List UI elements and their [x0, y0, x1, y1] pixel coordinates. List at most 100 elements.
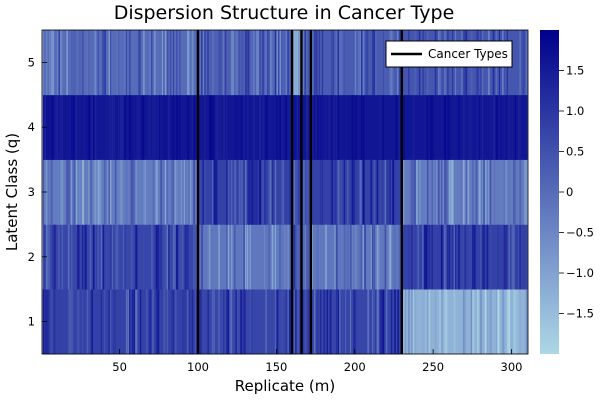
heatmap-stripe	[346, 289, 349, 355]
heatmap-stripe	[229, 159, 231, 225]
heatmap-stripe	[240, 289, 243, 355]
heatmap-stripe	[489, 94, 492, 160]
heatmap-stripe	[133, 159, 136, 225]
heatmap-stripe	[519, 30, 521, 96]
heatmap-stripe	[125, 289, 128, 355]
heatmap-stripe	[97, 30, 99, 96]
heatmap-stripe	[105, 94, 107, 160]
heatmap-stripe	[83, 94, 85, 160]
heatmap-stripe	[108, 289, 110, 355]
heatmap-stripe	[149, 94, 151, 160]
heatmap-stripe	[514, 159, 517, 225]
y-tick-label: 3	[28, 185, 35, 199]
heatmap-stripe	[505, 159, 508, 225]
heatmap-stripe	[183, 289, 186, 355]
heatmap-stripe	[229, 289, 232, 355]
heatmap-stripe	[124, 30, 127, 96]
heatmap-stripe	[135, 159, 138, 225]
heatmap-stripe	[71, 30, 73, 96]
heatmap-stripe	[143, 224, 145, 290]
heatmap-stripe	[513, 289, 515, 355]
heatmap-stripe	[423, 94, 426, 160]
heatmap-stripe	[324, 94, 327, 160]
heatmap-stripe	[343, 224, 346, 290]
heatmap-stripe	[249, 94, 252, 160]
heatmap-stripe	[172, 289, 175, 355]
heatmap-stripe	[132, 159, 135, 225]
heatmap-stripe	[277, 30, 280, 96]
colorbar-tick-label: −1.5	[566, 307, 594, 321]
heatmap-stripe	[223, 94, 226, 160]
heatmap-stripe	[386, 159, 388, 225]
heatmap-stripe	[71, 159, 73, 225]
heatmap-stripe	[193, 94, 196, 160]
heatmap-stripe	[494, 94, 496, 160]
heatmap-stripe	[393, 224, 396, 290]
heatmap-stripe	[450, 289, 452, 355]
heatmap-stripe	[451, 159, 454, 225]
heatmap-stripe	[505, 94, 508, 160]
heatmap-stripe	[262, 30, 264, 96]
heatmap-stripe	[379, 94, 382, 160]
heatmap-stripe	[60, 159, 62, 225]
heatmap-stripe	[379, 289, 382, 355]
heatmap-stripe	[113, 289, 115, 355]
heatmap-stripe	[218, 94, 220, 160]
heatmap-stripe	[503, 159, 506, 225]
heatmap-stripe	[445, 224, 448, 290]
heatmap-stripe	[213, 159, 216, 225]
heatmap-stripe	[364, 224, 366, 290]
heatmap-stripe	[147, 94, 150, 160]
heatmap-stripe	[60, 30, 62, 96]
heatmap-stripe	[312, 30, 314, 96]
heatmap-stripe	[439, 289, 441, 355]
y-tick-label: 1	[28, 315, 35, 329]
heatmap-stripe	[224, 289, 226, 355]
heatmap-stripe	[241, 30, 244, 96]
heatmap-stripe	[329, 289, 332, 355]
heatmap-stripe	[108, 94, 110, 160]
heatmap-stripe	[312, 94, 315, 160]
heatmap-stripe	[66, 159, 69, 225]
heatmap-stripe	[389, 159, 391, 225]
heatmap-stripe	[415, 224, 417, 290]
heatmap-stripe	[86, 289, 89, 355]
heatmap-stripe	[458, 94, 460, 160]
heatmap-stripe	[191, 289, 194, 355]
heatmap-stripe	[133, 289, 135, 355]
heatmap-stripe	[315, 30, 318, 96]
heatmap-stripe	[49, 224, 51, 290]
heatmap-stripe	[397, 94, 399, 160]
heatmap-stripe	[472, 94, 474, 160]
heatmap-stripe	[282, 159, 284, 225]
heatmap-stripe	[139, 289, 142, 355]
heatmap-stripe	[119, 94, 122, 160]
heatmap-stripe	[204, 159, 206, 225]
heatmap-stripe	[426, 289, 429, 355]
heatmap-stripe	[91, 94, 94, 160]
heatmap-stripe	[212, 159, 214, 225]
heatmap-stripe	[519, 224, 521, 290]
heatmap-stripe	[215, 94, 217, 160]
heatmap-stripe	[252, 159, 255, 225]
heatmap-stripe	[103, 289, 106, 355]
heatmap-stripe	[351, 159, 354, 225]
heatmap-stripe	[262, 159, 265, 225]
heatmap-stripe	[71, 224, 73, 290]
heatmap-stripe	[72, 30, 75, 96]
heatmap-stripe	[227, 289, 230, 355]
heatmap-stripe	[444, 224, 446, 290]
heatmap-stripe	[423, 224, 426, 290]
heatmap-stripe	[259, 159, 261, 225]
heatmap-stripe	[470, 289, 472, 355]
heatmap-stripe	[111, 224, 113, 290]
heatmap-stripe	[524, 159, 527, 225]
heatmap-stripe	[234, 94, 236, 160]
heatmap-stripe	[50, 159, 53, 225]
heatmap-stripe	[517, 94, 520, 160]
heatmap-stripe	[201, 224, 203, 290]
heatmap-stripe	[384, 224, 387, 290]
heatmap-stripe	[125, 159, 128, 225]
heatmap-stripe	[361, 224, 363, 290]
heatmap-stripe	[445, 289, 447, 355]
